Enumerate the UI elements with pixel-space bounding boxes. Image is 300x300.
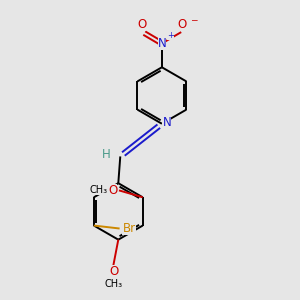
Text: +: + bbox=[167, 31, 174, 40]
Text: N: N bbox=[158, 37, 166, 50]
Text: O: O bbox=[108, 184, 117, 197]
Text: CH₃: CH₃ bbox=[105, 279, 123, 289]
Text: O: O bbox=[109, 265, 119, 278]
Text: Br: Br bbox=[122, 222, 136, 235]
Text: N: N bbox=[163, 116, 171, 129]
Text: −: − bbox=[190, 15, 197, 24]
Text: O: O bbox=[177, 18, 186, 31]
Text: H: H bbox=[102, 148, 111, 161]
Text: O: O bbox=[137, 18, 146, 31]
Text: CH₃: CH₃ bbox=[90, 185, 108, 195]
